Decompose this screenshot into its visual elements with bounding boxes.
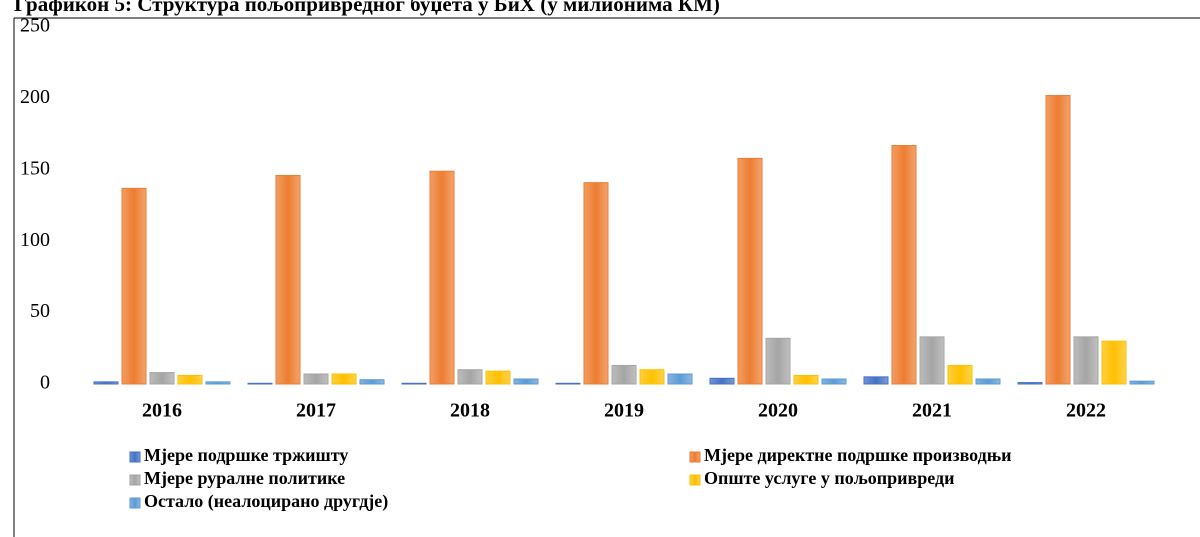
bar <box>513 378 539 385</box>
bar <box>583 182 609 385</box>
bar <box>429 170 455 385</box>
bar <box>1045 95 1071 385</box>
chart-title: Графикон 5: Структура пољопривредног буџ… <box>14 0 720 16</box>
bar <box>667 373 693 385</box>
legend-swatch <box>129 451 141 463</box>
x-tick-label: 2022 <box>1066 400 1106 422</box>
bar <box>709 377 735 385</box>
bar <box>1129 380 1155 385</box>
bar <box>793 374 819 385</box>
bar <box>765 337 791 385</box>
legend-label: Опште услуге у пољопривреди <box>704 468 954 488</box>
y-tick-label: 250 <box>20 15 50 37</box>
bar <box>737 157 763 385</box>
legend-label: Остало (неалоцирано другдје) <box>144 491 388 512</box>
bar <box>947 364 973 385</box>
bar <box>919 336 945 385</box>
bar <box>457 369 483 385</box>
y-tick-label: 150 <box>20 157 50 179</box>
y-tick-label: 200 <box>20 86 50 108</box>
legend-swatch <box>129 497 141 509</box>
x-tick-label: 2020 <box>758 400 798 422</box>
bar <box>485 370 511 385</box>
bar <box>149 372 175 385</box>
bar <box>1073 336 1099 385</box>
bar <box>639 369 665 385</box>
bar <box>275 175 301 385</box>
x-tick-label: 2018 <box>450 400 490 422</box>
bar <box>121 187 147 385</box>
legend-label: Мјере руралне политике <box>144 468 345 488</box>
bar <box>1017 382 1043 385</box>
y-tick-label: 0 <box>40 372 50 394</box>
bar <box>359 379 385 385</box>
bar <box>891 145 917 385</box>
legend-label: Мјере подршке тржишту <box>144 445 348 465</box>
bar <box>303 373 329 385</box>
bar <box>401 382 427 385</box>
bar <box>177 374 203 385</box>
bar <box>205 381 231 385</box>
legend-swatch <box>129 474 141 486</box>
bar <box>555 382 581 385</box>
x-tick-label: 2016 <box>142 400 182 422</box>
x-tick-label: 2021 <box>912 400 952 422</box>
x-tick-label: 2017 <box>296 400 336 422</box>
y-tick-label: 50 <box>30 300 50 322</box>
bar <box>863 376 889 385</box>
bar <box>247 382 273 385</box>
bar <box>611 364 637 385</box>
x-tick-label: 2019 <box>604 400 644 422</box>
bar <box>821 378 847 385</box>
y-tick-label: 100 <box>20 229 50 251</box>
legend-swatch <box>689 474 701 486</box>
bar <box>975 378 1001 385</box>
bar <box>1101 340 1127 385</box>
bar <box>331 373 357 385</box>
bar <box>93 381 119 385</box>
legend-label: Мјере директне подршке производњи <box>704 445 1012 465</box>
legend-swatch <box>689 451 701 463</box>
